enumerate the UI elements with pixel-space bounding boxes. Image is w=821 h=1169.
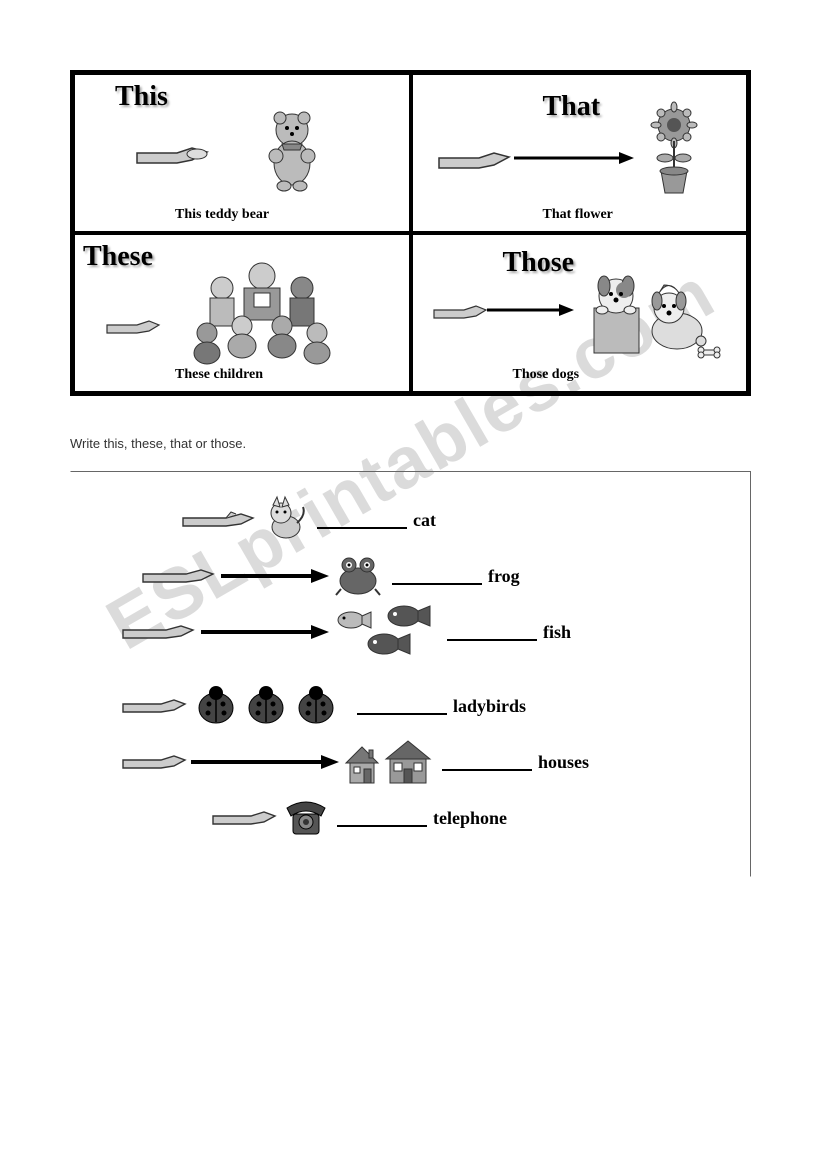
ladybirds-icon	[191, 681, 351, 731]
title-that: That	[543, 91, 601, 123]
blank-input[interactable]	[447, 623, 537, 641]
arrow-icon	[201, 622, 331, 642]
exercise-row: cat	[181, 492, 720, 548]
exercise-row: ladybirds	[121, 678, 720, 734]
cat-icon	[261, 495, 311, 545]
cell-those: Those	[411, 233, 749, 393]
blank-input[interactable]	[442, 753, 532, 771]
exercise-row: fish	[121, 604, 720, 660]
instruction-text: Write this, these, that or those.	[70, 436, 751, 451]
blank-input[interactable]	[357, 697, 447, 715]
frog-icon	[331, 551, 386, 601]
pointing-hand-icon	[121, 684, 191, 729]
houses-icon	[341, 737, 436, 787]
title-this: This	[115, 81, 168, 113]
blank-input[interactable]	[392, 567, 482, 585]
label-telephone: telephone	[433, 808, 507, 829]
pointing-hand-icon	[141, 554, 221, 599]
caption-that: That flower	[543, 207, 613, 223]
worksheet-page: ESLprintables.com This	[0, 0, 821, 917]
arrow-icon	[221, 566, 331, 586]
pointing-hand-icon	[121, 610, 201, 655]
cell-these: These	[73, 233, 411, 393]
illustration-those	[429, 248, 729, 378]
title-these: These	[83, 241, 153, 273]
reference-grid: This	[70, 70, 751, 396]
arrow-icon	[191, 752, 341, 772]
label-fish: fish	[543, 622, 571, 643]
label-ladybirds: ladybirds	[453, 696, 526, 717]
cell-that: That	[411, 73, 749, 233]
label-houses: houses	[538, 752, 589, 773]
blank-input[interactable]	[337, 809, 427, 827]
blank-input[interactable]	[317, 511, 407, 529]
pointing-hand-icon	[121, 740, 191, 785]
caption-this: This teddy bear	[175, 207, 269, 223]
caption-those: Those dogs	[513, 367, 580, 383]
telephone-icon	[281, 796, 331, 841]
exercise-box: cat frog	[70, 471, 751, 877]
title-those: Those	[503, 247, 575, 279]
cell-this: This	[73, 73, 411, 233]
fish-icon	[331, 602, 441, 662]
exercise-row: telephone	[211, 790, 720, 846]
exercise-row: frog	[141, 548, 720, 604]
label-cat: cat	[413, 510, 436, 531]
pointing-hand-icon	[211, 796, 281, 841]
label-frog: frog	[488, 566, 520, 587]
pointing-hand-icon	[181, 498, 261, 543]
caption-these: These children	[175, 367, 263, 383]
exercise-row: houses	[121, 734, 720, 790]
